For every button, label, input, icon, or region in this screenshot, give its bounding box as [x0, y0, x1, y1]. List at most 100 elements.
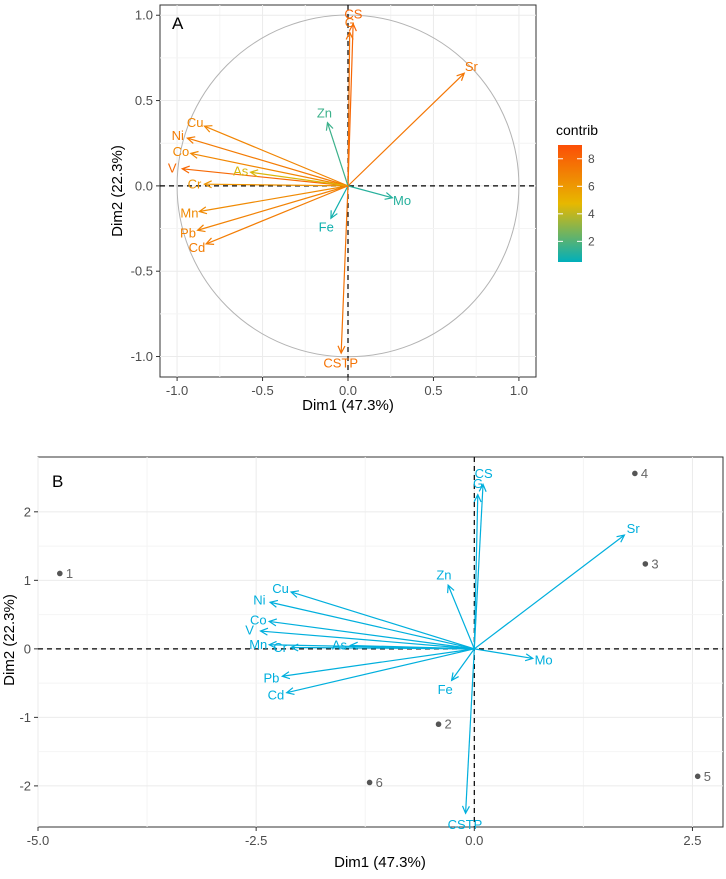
- variable-arrow-v: [180, 165, 349, 187]
- legend-tick-label: 2: [588, 234, 595, 248]
- variable-arrow-co: [189, 150, 349, 187]
- variable-arrow-cu-head: [203, 125, 213, 133]
- biplot-arrow-cd-shaft: [286, 648, 475, 694]
- panel-a-x-tick-label: 0.0: [339, 383, 357, 398]
- variable-label-pb: Pb: [180, 226, 196, 241]
- biplot-arrow-ni-shaft: [269, 601, 475, 650]
- variable-arrow-mo-shaft: [347, 185, 393, 199]
- biplot-label-cd: Cd: [268, 688, 285, 703]
- panel-b-y-axis-title: Dim2 (22.3%): [1, 594, 18, 686]
- sample-point-3: [642, 561, 649, 567]
- variable-arrow-fe-head: [330, 210, 338, 220]
- variable-arrow-g-shaft: [347, 32, 351, 186]
- panel-a-y-ticks: -1.0 -0.5 0.0 0.5 1.0: [131, 8, 160, 364]
- sample-point-1: [57, 570, 63, 577]
- biplot-arrow-co-head: [267, 618, 278, 627]
- biplot-arrow-ni-head: [268, 599, 279, 608]
- biplot-arrow-zn-shaft: [447, 584, 475, 650]
- panel-a-contrib-legend: contrib 2 4 6 8: [556, 122, 598, 262]
- biplot-arrow-g-shaft: [473, 494, 479, 649]
- variable-arrow-co-shaft: [190, 152, 349, 187]
- biplot-arrow-g-head: [473, 493, 482, 503]
- legend-ticks: 2 4 6 8: [558, 152, 595, 248]
- legend-tick-label: 8: [588, 152, 595, 166]
- variable-label-fe: Fe: [319, 220, 334, 235]
- legend-tick-label: 6: [588, 179, 595, 193]
- panel-b-y-tick-label: 2: [24, 504, 31, 519]
- sample-label-6: 6: [376, 775, 383, 790]
- panel-a-y-tick-label: 0.0: [135, 178, 153, 193]
- variable-label-as: As: [233, 163, 249, 178]
- biplot-label-cstp: CSTP: [448, 817, 483, 832]
- biplot-label-zn: Zn: [436, 567, 451, 582]
- biplot-arrow-cu: [289, 590, 475, 650]
- variable-label-g: G: [345, 15, 355, 30]
- variable-arrow-mn-head: [197, 206, 208, 215]
- variable-arrow-sr-head: [456, 72, 466, 81]
- sample-point-4: [632, 470, 638, 477]
- biplot-arrow-mn-shaft: [269, 644, 475, 650]
- biplot-arrow-cu-shaft: [290, 591, 475, 650]
- panel-a-x-ticks: -1.0 -0.5 0.0 0.5 1.0: [166, 377, 528, 398]
- variable-arrow-pb-head: [196, 224, 206, 233]
- variable-arrow-cd-head: [204, 237, 215, 245]
- variable-arrow-co-head: [189, 150, 199, 159]
- biplot-arrow-cu-head: [289, 590, 300, 598]
- biplot-arrow-zn: [447, 583, 475, 650]
- biplot-label-cr: Cr: [273, 640, 287, 655]
- variable-arrow-ni-shaft: [187, 137, 349, 187]
- biplot-label-mn: Mn: [249, 637, 267, 652]
- biplot-arrow-fe-shaft: [451, 648, 475, 681]
- variable-arrow-mn: [197, 185, 349, 215]
- panel-b-y-tick-label: -1: [19, 710, 31, 725]
- variable-arrow-pb-shaft: [197, 185, 349, 231]
- biplot-arrow-cstp-head: [461, 805, 470, 815]
- biplot-arrow-cstp-shaft: [464, 648, 475, 814]
- sample-point-5: [694, 773, 701, 780]
- variable-label-zn: Zn: [317, 106, 332, 121]
- biplot-arrow-sr-shaft: [473, 534, 625, 650]
- variable-arrow-fe-shaft: [330, 185, 349, 219]
- biplot-label-v: V: [245, 623, 254, 638]
- panel-b-x-tick-label: -5.0: [27, 833, 49, 848]
- biplot-arrow-g: [473, 493, 482, 649]
- panel-b-x-axis-title: Dim1 (47.3%): [334, 854, 426, 871]
- variable-arrow-cstp-head: [337, 345, 346, 355]
- sample-label-2: 2: [445, 717, 452, 732]
- panel-b-y-tick-label: 0: [24, 641, 31, 656]
- variable-label-sr: Sr: [465, 59, 479, 74]
- biplot-label-cs: CS: [475, 466, 493, 481]
- biplot-arrow-pb: [280, 648, 475, 680]
- variable-arrow-cstp-shaft: [340, 185, 349, 354]
- biplot-arrow-mn: [267, 640, 475, 650]
- panel-a-label: A: [172, 14, 184, 33]
- biplot-arrow-cs-shaft: [473, 484, 484, 649]
- panel-b-variable-arrows: CSG Sr Zn Cu Ni CoV As Cr Mo Mn Fe Pb Cd CSTP: [245, 466, 640, 832]
- variable-arrow-mn-shaft: [199, 185, 349, 213]
- biplot-label-ni: Ni: [253, 592, 265, 607]
- variable-arrow-cu-shaft: [204, 125, 349, 187]
- variable-arrow-ni-head: [186, 136, 196, 144]
- panel-a-x-tick-label: -1.0: [166, 383, 188, 398]
- variable-label-mn: Mn: [180, 206, 198, 221]
- biplot-arrow-sr-head: [616, 534, 626, 543]
- variable-arrow-cr-head: [203, 180, 212, 189]
- panel-a-zero-lines: [160, 5, 536, 377]
- variable-label-ni: Ni: [172, 128, 184, 143]
- variable-arrow-mo-head: [384, 192, 394, 200]
- variable-label-co: Co: [173, 144, 190, 159]
- panel-a-x-tick-label: 1.0: [510, 383, 528, 398]
- biplot-arrow-zn-head: [447, 583, 455, 594]
- biplot-arrow-v-head: [259, 627, 269, 636]
- legend-colorbar: [558, 145, 582, 262]
- variable-arrow-cr: [203, 180, 349, 189]
- biplot-label-fe: Fe: [438, 682, 453, 697]
- panel-b-y-tick-label: -2: [19, 778, 31, 793]
- biplot-arrow-mo-shaft: [474, 648, 533, 660]
- panel-a-y-axis-title: Dim2 (22.3%): [109, 145, 126, 237]
